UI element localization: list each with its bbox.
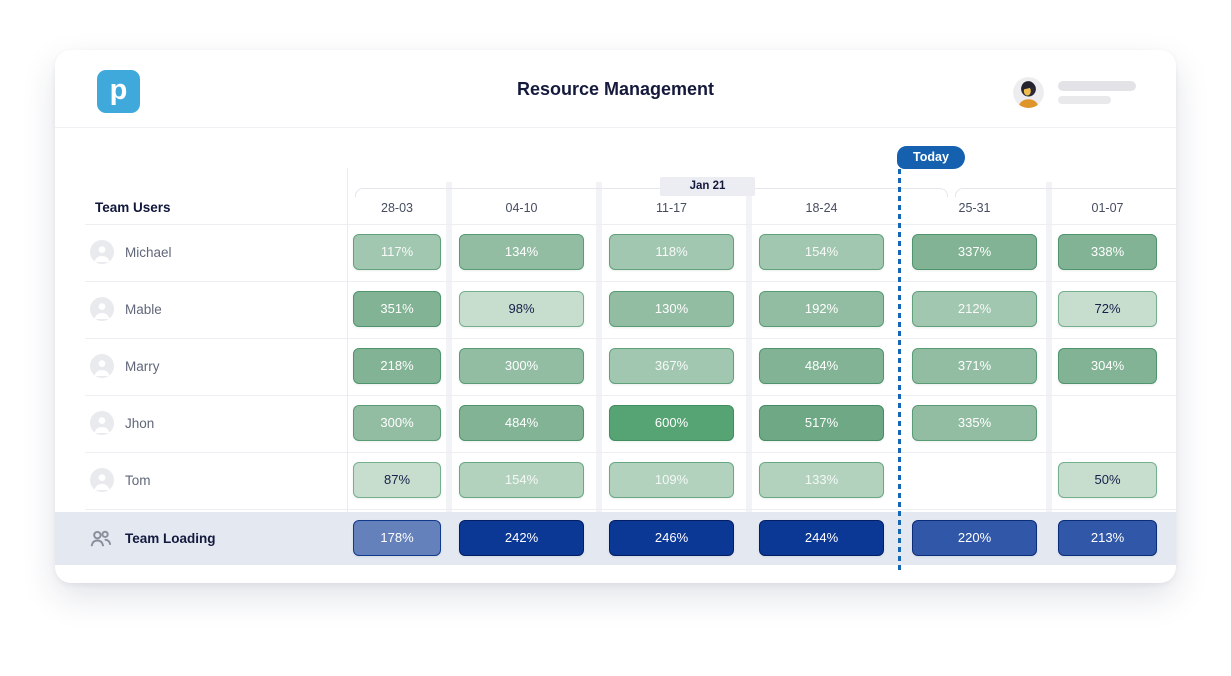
row-separator <box>85 452 1176 453</box>
team-group-icon <box>88 526 113 551</box>
week-header: 18-24 <box>805 201 838 215</box>
summary-name: Team Loading <box>125 531 216 546</box>
load-cell[interactable]: 72% <box>1058 291 1157 327</box>
user-avatar-icon <box>90 297 114 321</box>
load-cell[interactable]: 484% <box>759 348 884 384</box>
user-name: Tom <box>125 473 151 488</box>
user-row: Marry 218% 300% 367% 484% 371% 304% <box>55 338 1176 395</box>
user-row: Mable 351% 98% 130% 192% 212% 72% <box>55 281 1176 338</box>
week-header: 25-31 <box>958 201 991 215</box>
load-cell[interactable]: 242% <box>459 520 584 556</box>
user-avatar[interactable] <box>1013 77 1044 108</box>
load-cell[interactable]: 351% <box>353 291 441 327</box>
load-cell[interactable]: 212% <box>912 291 1037 327</box>
week-header: 11-17 <box>655 201 688 215</box>
today-line <box>898 169 901 571</box>
user-name: Marry <box>125 359 160 374</box>
load-cell[interactable]: 109% <box>609 462 734 498</box>
load-cell[interactable]: 367% <box>609 348 734 384</box>
load-cell[interactable]: 337% <box>912 234 1037 270</box>
page-title: Resource Management <box>516 79 715 99</box>
week-header: 28-03 <box>381 201 413 215</box>
load-cell[interactable]: 338% <box>1058 234 1157 270</box>
load-cell[interactable]: 371% <box>912 348 1037 384</box>
load-cell[interactable]: 134% <box>459 234 584 270</box>
resource-management-card: p Resource Management <box>55 50 1176 583</box>
user-name: Mable <box>125 302 162 317</box>
user-avatar-icon <box>90 411 114 435</box>
load-cell[interactable]: 117% <box>353 234 441 270</box>
user-avatar-icon <box>90 468 114 492</box>
table-left-divider <box>347 168 348 512</box>
card-header: p Resource Management <box>55 50 1176 128</box>
load-cell[interactable]: 300% <box>459 348 584 384</box>
column-divider <box>596 182 602 512</box>
load-cell[interactable]: 213% <box>1058 520 1157 556</box>
load-cell[interactable]: 600% <box>609 405 734 441</box>
row-separator <box>85 281 1176 282</box>
column-divider <box>1046 182 1052 512</box>
load-cell[interactable]: 220% <box>912 520 1037 556</box>
row-separator <box>85 395 1176 396</box>
userrole-placeholder-bar <box>1058 96 1111 104</box>
load-cell[interactable]: 154% <box>459 462 584 498</box>
load-cell[interactable]: 154% <box>759 234 884 270</box>
month-label: Jan 21 <box>660 177 755 196</box>
column-divider <box>446 182 452 512</box>
load-cell[interactable]: 300% <box>353 405 441 441</box>
user-row: Tom 87% 154% 109% 133% 50% <box>55 452 1176 509</box>
user-name: Jhon <box>125 416 155 431</box>
load-cell[interactable]: 192% <box>759 291 884 327</box>
load-cell[interactable]: 335% <box>912 405 1037 441</box>
user-avatar-icon <box>90 240 114 264</box>
load-cell[interactable]: 484% <box>459 405 584 441</box>
load-cell[interactable]: 244% <box>759 520 884 556</box>
row-separator <box>85 509 1176 510</box>
summary-row: Team Loading 178% 242% 246% 244% 220% 213% <box>55 512 1176 565</box>
user-row: Jhon 300% 484% 600% 517% 335% <box>55 395 1176 452</box>
month-group-border <box>955 188 1176 197</box>
row-separator <box>85 338 1176 339</box>
load-cell[interactable]: 304% <box>1058 348 1157 384</box>
username-placeholder-bar <box>1058 81 1136 91</box>
team-users-header: Team Users <box>95 200 171 215</box>
load-cell[interactable]: 118% <box>609 234 734 270</box>
load-cell[interactable]: 87% <box>353 462 441 498</box>
column-divider <box>746 182 752 512</box>
load-cell[interactable]: 98% <box>459 291 584 327</box>
user-avatar-icon <box>90 354 114 378</box>
month-group-border <box>355 188 948 197</box>
load-cell[interactable]: 50% <box>1058 462 1157 498</box>
today-badge[interactable]: Today <box>897 146 965 169</box>
week-header: 04-10 <box>505 201 538 215</box>
app-logo[interactable]: p <box>97 70 140 113</box>
load-cell[interactable]: 246% <box>609 520 734 556</box>
week-header: 01-07 <box>1091 201 1124 215</box>
person-illustration-icon <box>1013 77 1044 108</box>
load-cell[interactable]: 178% <box>353 520 441 556</box>
load-cell[interactable]: 517% <box>759 405 884 441</box>
load-cell[interactable]: 218% <box>353 348 441 384</box>
load-cell[interactable]: 133% <box>759 462 884 498</box>
load-cell[interactable]: 130% <box>609 291 734 327</box>
user-name: Michael <box>125 245 172 260</box>
row-separator <box>85 224 1176 225</box>
user-row: Michael 117% 134% 118% 154% 337% 338% <box>55 224 1176 281</box>
